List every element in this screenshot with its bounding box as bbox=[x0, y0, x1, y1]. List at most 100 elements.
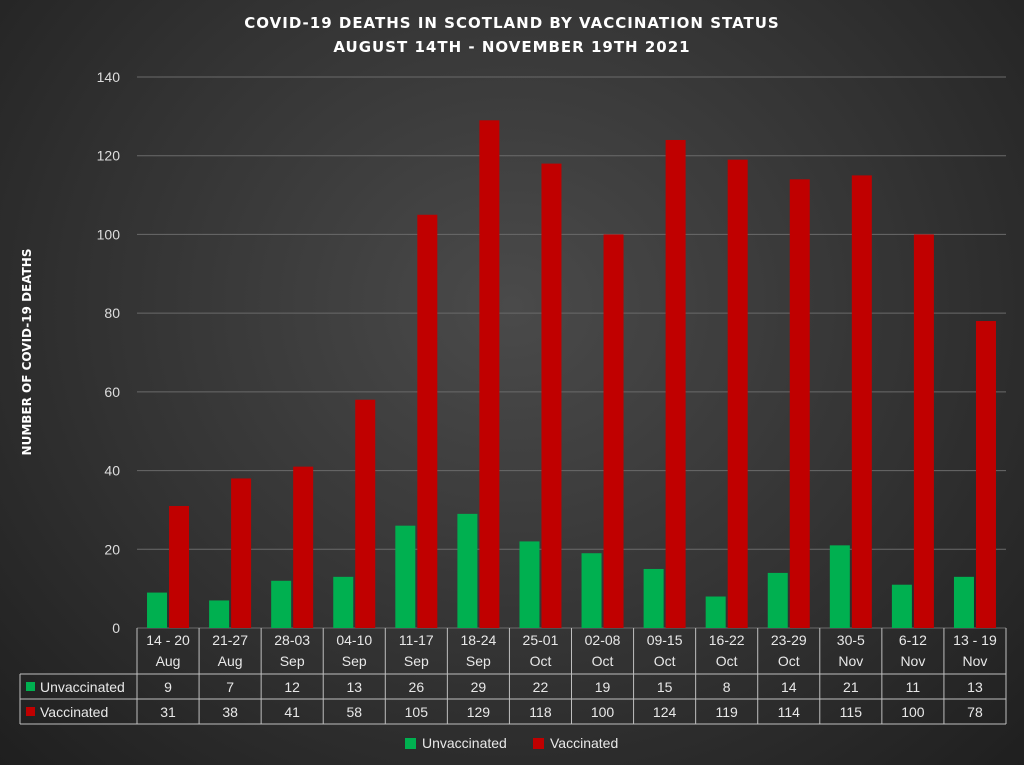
y-tick-label: 140 bbox=[97, 69, 121, 85]
data-label: 38 bbox=[222, 704, 238, 720]
bar-vaccinated bbox=[169, 505, 190, 628]
data-label: 119 bbox=[716, 704, 739, 720]
category-label: Sep bbox=[280, 653, 305, 669]
data-label: 8 bbox=[723, 679, 731, 695]
data-label: 7 bbox=[226, 679, 234, 695]
bar-unvaccinated bbox=[705, 596, 726, 628]
y-tick-label: 120 bbox=[97, 148, 121, 164]
bar-vaccinated bbox=[603, 234, 624, 628]
bar-unvaccinated bbox=[271, 580, 292, 628]
bar-vaccinated bbox=[851, 175, 872, 628]
bar-unvaccinated bbox=[891, 584, 912, 628]
category-label: 25-01 bbox=[523, 632, 559, 648]
data-label: 41 bbox=[284, 704, 300, 720]
legend: Unvaccinated Vaccinated bbox=[405, 735, 618, 751]
bar-unvaccinated bbox=[767, 572, 788, 628]
category-label: Oct bbox=[716, 653, 738, 669]
data-label: 13 bbox=[967, 679, 983, 695]
bar-unvaccinated bbox=[147, 592, 168, 628]
data-label: 115 bbox=[840, 704, 863, 720]
data-label: 22 bbox=[533, 679, 549, 695]
y-tick-label: 20 bbox=[104, 541, 120, 557]
bar-vaccinated bbox=[541, 163, 562, 629]
bar-unvaccinated bbox=[395, 525, 416, 628]
chart-subtitle: AUGUST 14TH - NOVEMBER 19TH 2021 bbox=[333, 38, 690, 56]
category-label: 6-12 bbox=[899, 632, 927, 648]
category-label: Oct bbox=[654, 653, 676, 669]
data-label: 105 bbox=[405, 704, 429, 720]
bar-unvaccinated bbox=[333, 576, 354, 628]
data-label: 31 bbox=[160, 704, 176, 720]
data-label: 12 bbox=[284, 679, 300, 695]
row-header: Vaccinated bbox=[40, 704, 108, 720]
category-label: Aug bbox=[156, 653, 181, 669]
data-label: 9 bbox=[164, 679, 172, 695]
bar-vaccinated bbox=[727, 159, 748, 628]
y-tick-labels: 0 20 40 60 80 100 120 140 bbox=[97, 69, 121, 636]
bar-vaccinated bbox=[789, 179, 810, 629]
legend-label: Unvaccinated bbox=[422, 735, 507, 751]
data-label: 21 bbox=[843, 679, 859, 695]
category-label: Aug bbox=[218, 653, 243, 669]
row-header: Unvaccinated bbox=[40, 679, 125, 695]
category-label: 13 - 19 bbox=[953, 632, 997, 648]
y-tick-label: 0 bbox=[112, 620, 120, 636]
y-tick-label: 40 bbox=[104, 463, 120, 479]
bar-vaccinated bbox=[355, 399, 376, 628]
data-label: 78 bbox=[967, 704, 983, 720]
y-axis-label: NUMBER OF COVID-19 DEATHS bbox=[20, 249, 34, 456]
bar-vaccinated bbox=[417, 214, 438, 628]
category-label: Nov bbox=[900, 653, 925, 669]
category-label: 30-5 bbox=[837, 632, 865, 648]
data-label: 11 bbox=[906, 679, 921, 695]
bar-vaccinated bbox=[913, 234, 934, 628]
data-label: 129 bbox=[467, 704, 491, 720]
data-label: 58 bbox=[346, 704, 362, 720]
data-label: 118 bbox=[529, 704, 552, 720]
data-label: 26 bbox=[409, 679, 425, 695]
bar-vaccinated bbox=[231, 478, 252, 628]
category-label: Sep bbox=[466, 653, 491, 669]
category-label: 18-24 bbox=[460, 632, 496, 648]
category-label: 14 - 20 bbox=[146, 632, 190, 648]
category-label: Nov bbox=[838, 653, 863, 669]
bar-unvaccinated bbox=[581, 553, 602, 628]
data-label: 114 bbox=[778, 704, 801, 720]
data-label: 100 bbox=[591, 704, 615, 720]
category-label: 04-10 bbox=[336, 632, 372, 648]
category-label: Sep bbox=[404, 653, 429, 669]
category-label: 23-29 bbox=[771, 632, 807, 648]
legend-swatch bbox=[533, 738, 544, 749]
category-label: Nov bbox=[963, 653, 988, 669]
category-label: Sep bbox=[342, 653, 367, 669]
bar-unvaccinated bbox=[519, 541, 540, 628]
legend-swatch bbox=[405, 738, 416, 749]
data-label: 19 bbox=[595, 679, 611, 695]
bar-vaccinated bbox=[665, 139, 686, 628]
bar-unvaccinated bbox=[457, 513, 478, 628]
bar-unvaccinated bbox=[643, 568, 664, 628]
data-label: 124 bbox=[653, 704, 677, 720]
category-label: 09-15 bbox=[647, 632, 683, 648]
y-tick-label: 80 bbox=[104, 305, 120, 321]
data-label: 29 bbox=[471, 679, 487, 695]
category-label: Oct bbox=[778, 653, 800, 669]
category-label: 11-17 bbox=[399, 632, 434, 648]
bar-vaccinated bbox=[479, 120, 500, 629]
bar-vaccinated bbox=[293, 466, 314, 628]
row-swatch bbox=[26, 682, 35, 691]
gridlines bbox=[137, 76, 1006, 629]
data-label: 15 bbox=[657, 679, 673, 695]
category-label: Oct bbox=[592, 653, 614, 669]
y-tick-label: 100 bbox=[97, 226, 121, 242]
data-label: 100 bbox=[901, 704, 925, 720]
category-label: 21-27 bbox=[212, 632, 248, 648]
data-label: 14 bbox=[781, 679, 797, 695]
data-label: 13 bbox=[346, 679, 362, 695]
row-swatch bbox=[26, 707, 35, 716]
bar-vaccinated bbox=[975, 321, 996, 628]
chart-title: COVID-19 DEATHS IN SCOTLAND BY VACCINATI… bbox=[244, 14, 779, 32]
bar-unvaccinated bbox=[209, 600, 230, 628]
